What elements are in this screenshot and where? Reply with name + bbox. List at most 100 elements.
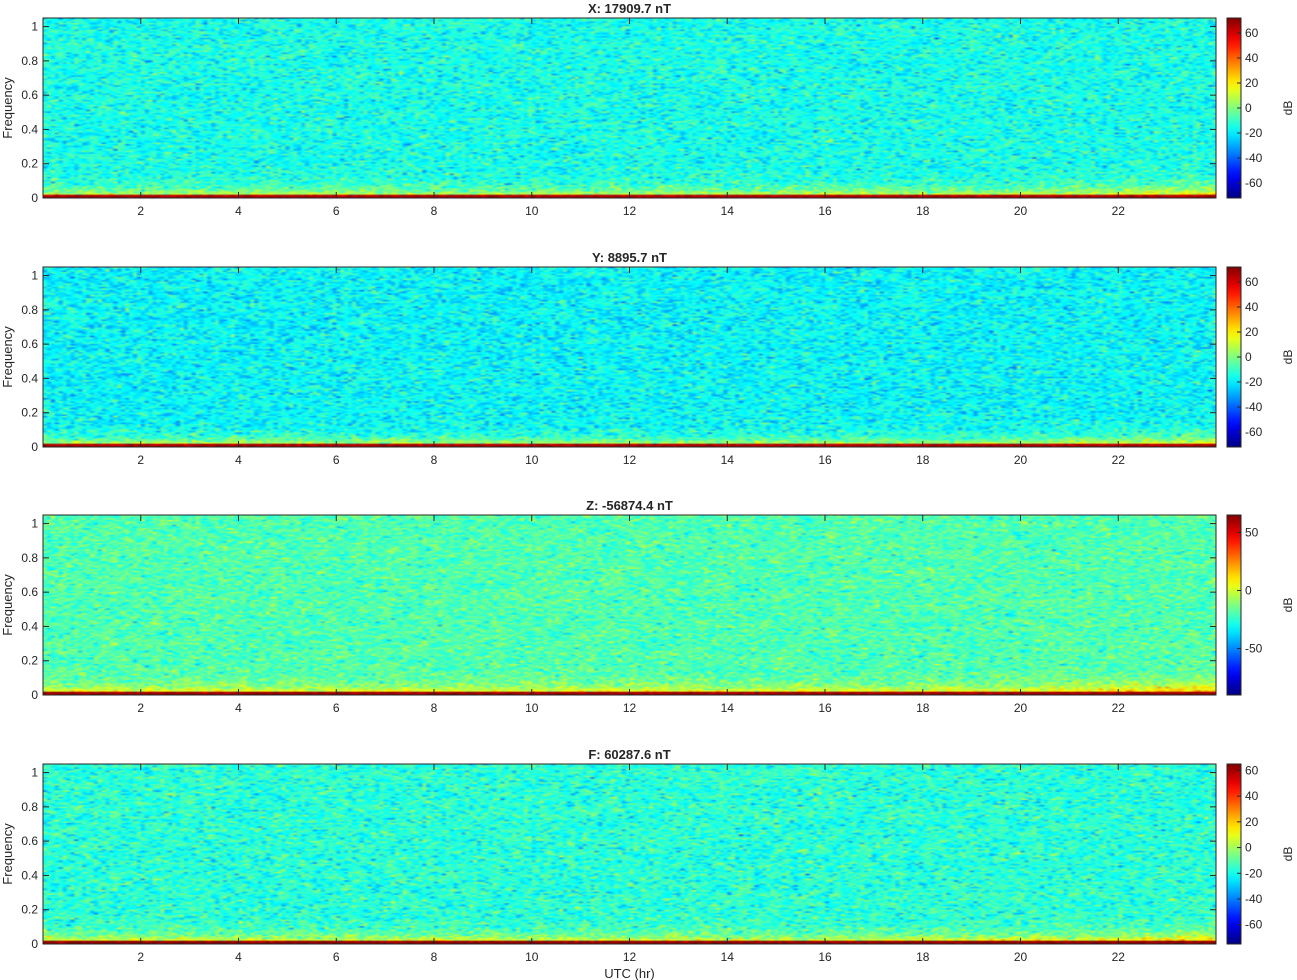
x-tick-label: 2	[137, 950, 144, 964]
panel-title: Z: -56874.4 nT	[586, 498, 673, 513]
x-tick-label: 8	[431, 453, 438, 467]
colorbar-tick-label: 40	[1245, 300, 1259, 314]
x-tick-label: 18	[916, 950, 930, 964]
x-tick-label: 4	[235, 453, 242, 467]
x-tick-label: 20	[1014, 204, 1028, 218]
colorbar-tick-label: 0	[1245, 583, 1252, 597]
x-tick-label: 4	[235, 204, 242, 218]
colorbar-tick-label: 50	[1245, 525, 1259, 539]
colorbar-tick-label: -40	[1245, 151, 1263, 165]
colorbar-label: dB	[1281, 598, 1295, 613]
colorbar-tick-label: -20	[1245, 866, 1263, 880]
x-tick-label: 4	[235, 701, 242, 715]
x-tick-label: 10	[525, 453, 539, 467]
x-tick-label: 6	[333, 701, 340, 715]
spectrogram-image	[43, 267, 1216, 447]
colorbar	[1226, 514, 1242, 696]
x-tick-label: 18	[916, 701, 930, 715]
colorbar-tick-label: -40	[1245, 400, 1263, 414]
spectrogram-panel-1: Y: 8895.7 nT2 4 6 8 10 12 14 16 18 20 2200.20.40.6…	[0, 250, 1295, 467]
x-tick-label: 22	[1112, 950, 1126, 964]
colorbar-label: dB	[1281, 350, 1295, 365]
y-tick-label: 0.6	[21, 585, 38, 599]
x-tick-label: 6	[333, 453, 340, 467]
x-tick-label: 20	[1014, 950, 1028, 964]
x-tick-label: 6	[333, 950, 340, 964]
colorbar-tick-label: -60	[1245, 176, 1263, 190]
x-tick-label: 8	[431, 204, 438, 218]
colorbar-tick-label: 60	[1245, 275, 1259, 289]
y-tick-label: 0.4	[21, 868, 38, 882]
y-tick-label: 0	[31, 440, 38, 454]
x-tick-label: 14	[721, 950, 735, 964]
x-tick-label: 12	[623, 701, 637, 715]
x-tick-label: 20	[1014, 701, 1028, 715]
y-tick-label: 0	[31, 191, 38, 205]
x-tick-label: 14	[721, 453, 735, 467]
x-tick-label: 12	[623, 204, 637, 218]
x-tick-label: 8	[431, 950, 438, 964]
colorbar-label: dB	[1281, 101, 1295, 116]
y-tick-label: 1	[31, 269, 38, 283]
spectrogram-image	[43, 18, 1216, 198]
y-tick-label: 0.4	[21, 122, 38, 136]
x-tick-label: 16	[818, 950, 832, 964]
x-tick-label: 22	[1112, 453, 1126, 467]
y-axis-label: Frequency	[0, 823, 15, 885]
x-tick-label: 18	[916, 204, 930, 218]
x-tick-label: 14	[721, 701, 735, 715]
colorbar	[1226, 763, 1242, 945]
spectrogram-image	[43, 764, 1216, 944]
colorbar-tick-label: 60	[1245, 26, 1259, 40]
x-tick-label: 8	[431, 701, 438, 715]
colorbar-tick-label: -60	[1245, 425, 1263, 439]
x-tick-label: 12	[623, 950, 637, 964]
x-tick-label: 18	[916, 453, 930, 467]
x-tick-label: 20	[1014, 453, 1028, 467]
x-axis-label: UTC (hr)	[604, 966, 655, 980]
y-tick-label: 0.8	[21, 551, 38, 565]
colorbar-tick-label: -40	[1245, 892, 1263, 906]
y-axis-label: Frequency	[0, 326, 15, 388]
colorbar-tick-label: 0	[1245, 350, 1252, 364]
y-tick-label: 0.2	[21, 157, 38, 171]
colorbar-tick-label: -50	[1245, 642, 1263, 656]
y-tick-label: 1	[31, 517, 38, 531]
y-tick-label: 0.8	[21, 54, 38, 68]
colorbar-tick-label: 20	[1245, 76, 1259, 90]
y-tick-label: 0.4	[21, 619, 38, 633]
y-tick-label: 0.6	[21, 337, 38, 351]
y-tick-label: 0.8	[21, 303, 38, 317]
panel-title: F: 60287.6 nT	[588, 747, 670, 762]
x-tick-label: 2	[137, 701, 144, 715]
colorbar-tick-label: 40	[1245, 51, 1259, 65]
x-tick-label: 6	[333, 204, 340, 218]
spectrogram-panel-0: X: 17909.7 nT2 4 6 8 10 12 14 16 18 20 2200.20.40.…	[0, 1, 1295, 218]
colorbar-tick-label: 40	[1245, 789, 1259, 803]
x-tick-label: 12	[623, 453, 637, 467]
x-tick-label: 22	[1112, 204, 1126, 218]
x-tick-label: 16	[818, 453, 832, 467]
y-tick-label: 0.2	[21, 406, 38, 420]
y-tick-label: 1	[31, 20, 38, 34]
x-tick-label: 10	[525, 950, 539, 964]
colorbar-tick-label: 0	[1245, 841, 1252, 855]
colorbar-tick-label: -60	[1245, 918, 1263, 932]
colorbar-tick-label: 20	[1245, 815, 1259, 829]
x-tick-label: 2	[137, 204, 144, 218]
colorbar-tick-label: -20	[1245, 375, 1263, 389]
y-tick-label: 0	[31, 688, 38, 702]
y-axis-label: Frequency	[0, 574, 15, 636]
colorbar-tick-label: -20	[1245, 126, 1263, 140]
x-tick-label: 10	[525, 701, 539, 715]
panel-title: X: 17909.7 nT	[588, 1, 671, 16]
y-tick-label: 0.4	[21, 371, 38, 385]
colorbar-tick-label: 20	[1245, 325, 1259, 339]
x-tick-label: 16	[818, 701, 832, 715]
panel-title: Y: 8895.7 nT	[592, 250, 667, 265]
colorbar-label: dB	[1281, 847, 1295, 862]
y-tick-label: 0	[31, 937, 38, 951]
spectrogram-panel-3: F: 60287.6 nT2 4 6 8 10 12 14 16 18 20 2200.20.40.…	[0, 747, 1295, 980]
y-tick-label: 0.6	[21, 834, 38, 848]
